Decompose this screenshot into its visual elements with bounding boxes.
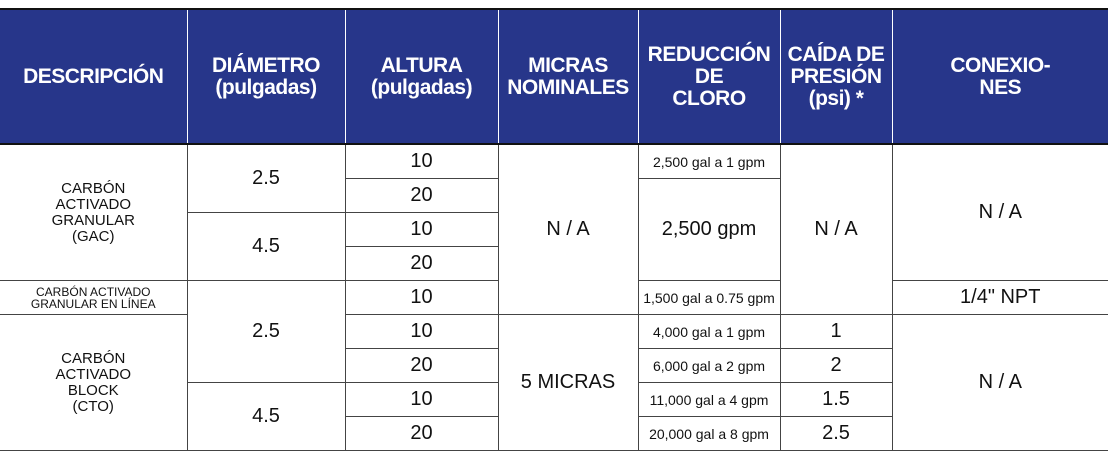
chlorine-reduction: 4,000 gal a 1 gpm [637, 314, 781, 349]
pressure-drop: 2.5 [779, 416, 892, 451]
microns: 5 MICRAS [497, 314, 639, 451]
row: 20 2,500 gpm [0, 178, 1108, 281]
column-header: CONEXIO- NES [891, 9, 1108, 145]
height: 10 [344, 212, 498, 247]
row: CARBÓN ACTIVADO GRANULAR (GAC) 2.5 10 N … [0, 143, 1108, 315]
height: 10 [344, 382, 499, 417]
height: 10 [344, 314, 499, 349]
pressure-drop: 2 [779, 348, 892, 383]
height: 20 [345, 178, 499, 213]
column-header: DIÁMETRO (pulgadas) [186, 9, 345, 145]
description: CARBÓN ACTIVADO GRANULAR (GAC) [0, 143, 188, 281]
column-header: REDUCCIÓN DE CLORO [637, 9, 780, 145]
diameter: 2.5 [186, 280, 346, 383]
description: CARBÓN ACTIVADO BLOCK (CTO) [0, 314, 188, 451]
height: 10 [344, 280, 499, 315]
pressure-drop: 1 [779, 314, 893, 349]
height: 10 [344, 143, 499, 179]
product-table: DESCRIPCIÓN DIÁMETRO (pulgadas) ALTURA (… [0, 8, 1108, 451]
row: CARBÓN ACTIVADO GRANULAR EN LÍNEA 2.5 10… [0, 280, 1108, 383]
pressure-drop: 1.5 [779, 382, 892, 417]
diameter: 4.5 [187, 382, 346, 451]
connections: N / A [891, 143, 1108, 281]
row: 20 [0, 246, 1108, 281]
chlorine-reduction: 11,000 gal a 4 gpm [637, 382, 781, 417]
chlorine-reduction: 2,500 gpm [637, 178, 780, 281]
connections: N / A [891, 314, 1108, 451]
height: 20 [345, 246, 498, 281]
microns: N / A [497, 143, 639, 315]
header-row: DESCRIPCIÓN DIÁMETRO (pulgadas) ALTURA (… [0, 9, 1108, 145]
diameter: 4.5 [187, 212, 346, 281]
row: 20 6,000 gal a 2 gpm 2 [0, 348, 1108, 383]
row: 4.5 10 11,000 gal a 4 gpm 1.5 [0, 382, 1108, 451]
column-header: ALTURA (pulgadas) [344, 9, 498, 145]
height: 20 [345, 348, 499, 383]
chlorine-reduction: 2,500 gal a 1 gpm [637, 143, 781, 179]
pressure-drop: N / A [779, 143, 893, 315]
column-header: CAÍDA DE PRESIÓN (psi) * [779, 9, 892, 145]
chlorine-reduction: 1,500 gal a 0.75 gpm [637, 280, 781, 315]
row: 20 20,000 gal a 8 gpm 2.5 [0, 416, 1108, 451]
chlorine-reduction: 6,000 gal a 2 gpm [637, 348, 781, 383]
chlorine-reduction: 20,000 gal a 8 gpm [637, 416, 781, 451]
description: CARBÓN ACTIVADO GRANULAR EN LÍNEA [0, 280, 188, 315]
column-header: DESCRIPCIÓN [0, 9, 187, 145]
column-header: MICRAS NOMINALES [497, 9, 638, 145]
connections: 1/4" NPT [891, 280, 1108, 315]
diameter: 2.5 [186, 143, 346, 213]
row: CARBÓN ACTIVADO BLOCK (CTO) 10 5 MICRAS … [0, 314, 1108, 451]
height: 20 [345, 416, 499, 451]
